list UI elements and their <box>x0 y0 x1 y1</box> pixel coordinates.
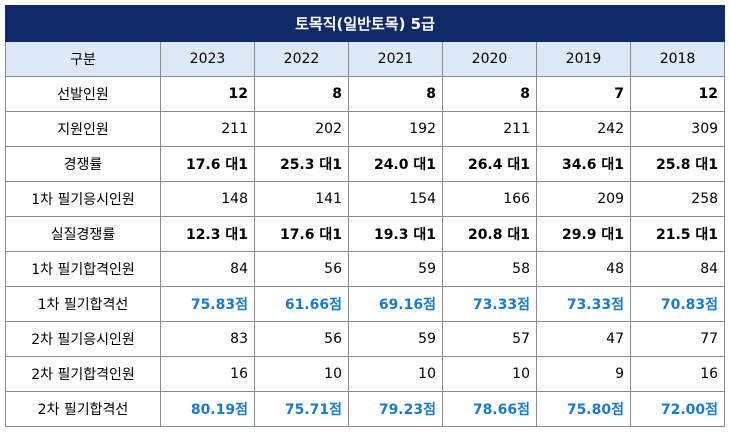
table-cell: 202 <box>254 111 349 147</box>
table-cell: 16 <box>160 356 255 392</box>
header-year: 2022 <box>254 41 349 77</box>
row-label: 2차 필기합격선 <box>5 391 161 427</box>
table-cell: 84 <box>629 251 726 287</box>
exam-statistics-table: 토목직(일반토목) 5급 구분 2023 2022 2021 2020 2019… <box>4 5 726 427</box>
table-cell: 12.3 대1 <box>160 216 255 252</box>
row-label: 1차 필기합격인원 <box>5 251 161 287</box>
table-cell: 166 <box>442 181 537 217</box>
table-cell: 78.66점 <box>442 391 537 427</box>
row-label: 2차 필기합격인원 <box>5 356 161 392</box>
table-cell: 59 <box>348 321 443 357</box>
table-cell: 10 <box>348 356 443 392</box>
table-cell: 73.33점 <box>442 286 537 322</box>
table-cell: 56 <box>254 251 349 287</box>
table-cell: 77 <box>629 321 726 357</box>
table-cell: 141 <box>254 181 349 217</box>
table-cell: 148 <box>160 181 255 217</box>
table-cell: 48 <box>536 251 631 287</box>
table-cell: 57 <box>442 321 537 357</box>
table-cell: 19.3 대1 <box>348 216 443 252</box>
table-title-row: 토목직(일반토목) 5급 <box>4 5 726 42</box>
table-cell: 75.71점 <box>254 391 349 427</box>
table-row: 2차 필기합격인원 16 10 10 10 9 16 <box>5 356 726 392</box>
table-cell: 8 <box>348 76 443 112</box>
table-row: 실질경쟁률 12.3 대1 17.6 대1 19.3 대1 20.8 대1 29.9 대1… <box>5 216 726 252</box>
table-cell: 10 <box>254 356 349 392</box>
table-cell: 8 <box>442 76 537 112</box>
table-cell: 70.83점 <box>629 286 726 322</box>
table-row: 선발인원 12 8 8 8 7 12 <box>5 76 726 112</box>
table-body: 선발인원 12 8 8 8 7 12 지원인원 211 202 192 211 242 309 경쟁률 17.… <box>5 76 726 427</box>
header-year: 2021 <box>348 41 443 77</box>
table-header-row: 구분 2023 2022 2021 2020 2019 2018 <box>5 41 726 77</box>
table-cell: 84 <box>160 251 255 287</box>
table-cell: 242 <box>536 111 631 147</box>
table-cell: 72.00점 <box>629 391 726 427</box>
table-cell: 16 <box>629 356 726 392</box>
table-cell: 209 <box>536 181 631 217</box>
table-row: 2차 필기합격선 80.19점 75.71점 79.23점 78.66점 75.80점 72… <box>5 391 726 427</box>
table-cell: 21.5 대1 <box>629 216 726 252</box>
table-cell: 34.6 대1 <box>536 146 631 182</box>
table-cell: 12 <box>160 76 255 112</box>
table-cell: 80.19점 <box>160 391 255 427</box>
header-label: 구분 <box>5 41 161 77</box>
table-cell: 83 <box>160 321 255 357</box>
table-row: 지원인원 211 202 192 211 242 309 <box>5 111 726 147</box>
table-row: 1차 필기합격인원 84 56 59 58 48 84 <box>5 251 726 287</box>
table-row: 1차 필기응시인원 148 141 154 166 209 258 <box>5 181 726 217</box>
header-year: 2018 <box>629 41 726 77</box>
header-year: 2023 <box>160 41 255 77</box>
table-cell: 25.3 대1 <box>254 146 349 182</box>
table-cell: 58 <box>442 251 537 287</box>
row-label: 선발인원 <box>5 76 161 112</box>
table-cell: 211 <box>442 111 537 147</box>
table-cell: 10 <box>442 356 537 392</box>
table-cell: 258 <box>629 181 726 217</box>
table-cell: 29.9 대1 <box>536 216 631 252</box>
table-cell: 56 <box>254 321 349 357</box>
table-cell: 17.6 대1 <box>254 216 349 252</box>
table-cell: 7 <box>536 76 631 112</box>
table-cell: 192 <box>348 111 443 147</box>
table-cell: 73.33점 <box>536 286 631 322</box>
row-label: 1차 필기응시인원 <box>5 181 161 217</box>
header-year: 2020 <box>442 41 537 77</box>
stats-table-container: 토목직(일반토목) 5급 구분 2023 2022 2021 2020 2019… <box>4 5 726 427</box>
row-label: 1차 필기합격선 <box>5 286 161 322</box>
table-cell: 61.66점 <box>254 286 349 322</box>
row-label: 2차 필기응시인원 <box>5 321 161 357</box>
table-cell: 17.6 대1 <box>160 146 255 182</box>
header-year: 2019 <box>536 41 631 77</box>
table-cell: 69.16점 <box>348 286 443 322</box>
table-cell: 24.0 대1 <box>348 146 443 182</box>
table-cell: 59 <box>348 251 443 287</box>
table-cell: 309 <box>629 111 726 147</box>
table-title: 토목직(일반토목) 5급 <box>4 5 726 42</box>
table-cell: 8 <box>254 76 349 112</box>
table-cell: 75.83점 <box>160 286 255 322</box>
table-row: 1차 필기합격선 75.83점 61.66점 69.16점 73.33점 73.33점 70… <box>5 286 726 322</box>
table-row: 경쟁률 17.6 대1 25.3 대1 24.0 대1 26.4 대1 34.6 대1 25… <box>5 146 726 182</box>
row-label: 경쟁률 <box>5 146 161 182</box>
table-cell: 79.23점 <box>348 391 443 427</box>
table-row: 2차 필기응시인원 83 56 59 57 47 77 <box>5 321 726 357</box>
table-cell: 20.8 대1 <box>442 216 537 252</box>
table-cell: 75.80점 <box>536 391 631 427</box>
table-cell: 211 <box>160 111 255 147</box>
table-cell: 154 <box>348 181 443 217</box>
row-label: 지원인원 <box>5 111 161 147</box>
table-cell: 47 <box>536 321 631 357</box>
table-cell: 12 <box>629 76 726 112</box>
row-label: 실질경쟁률 <box>5 216 161 252</box>
table-cell: 25.8 대1 <box>629 146 726 182</box>
table-cell: 9 <box>536 356 631 392</box>
table-cell: 26.4 대1 <box>442 146 537 182</box>
